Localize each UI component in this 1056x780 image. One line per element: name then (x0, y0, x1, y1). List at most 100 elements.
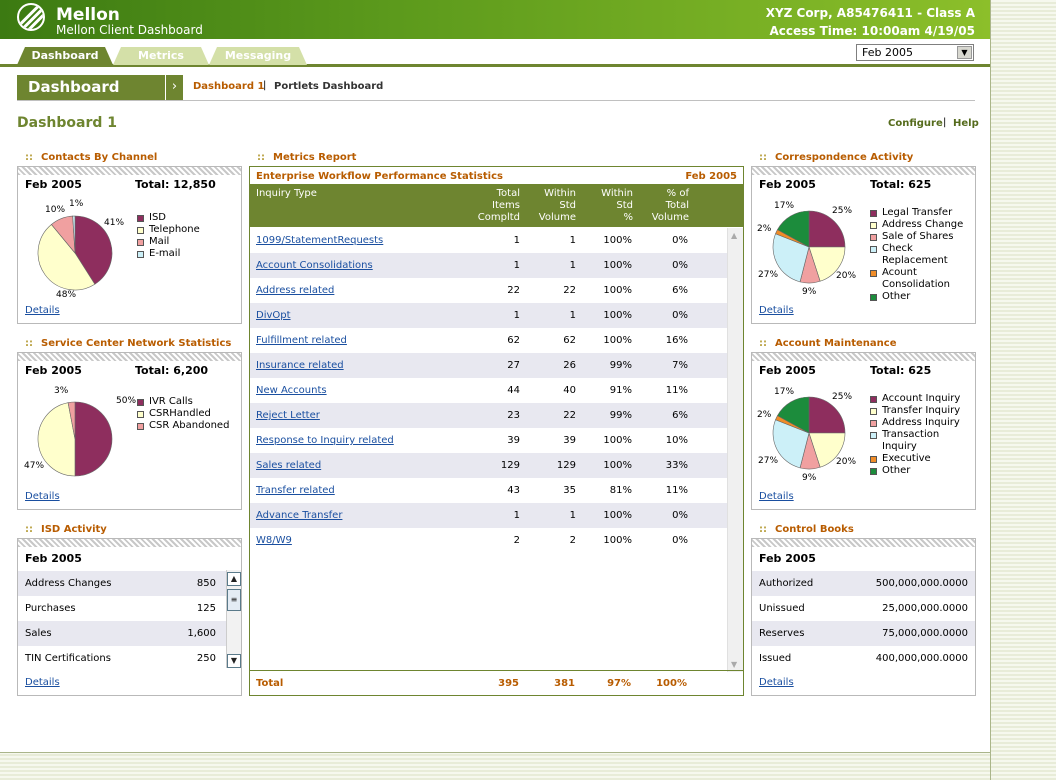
inquiry-type-link[interactable]: Reject Letter (256, 410, 320, 421)
cell-within: 1 (569, 310, 576, 321)
inquiry-type-link[interactable]: 1099/StatementRequests (256, 235, 384, 246)
cell-within: 35 (563, 485, 576, 496)
cell-within: 39 (563, 435, 576, 446)
inquiry-type-link[interactable]: Address related (256, 285, 335, 296)
legend-swatch (137, 215, 144, 222)
cell-pct-volume: 11% (665, 485, 688, 496)
service-details-link[interactable]: Details (25, 491, 60, 502)
pie-slice (772, 419, 810, 469)
list-item: Authorized 500,000,000.0000 (752, 571, 975, 596)
breadcrumb-dashboard-1[interactable]: Dashboard 1 (193, 81, 265, 92)
pie-slice (772, 233, 810, 283)
inquiry-type-link[interactable]: New Accounts (256, 385, 327, 396)
pct-label: 9% (802, 287, 817, 297)
inquiry-type-link[interactable]: Transfer related (256, 485, 335, 496)
maintenance-period: Feb 2005 (759, 364, 816, 377)
legend-label: Acount Consolidation (882, 267, 950, 290)
cell-within: 1 (569, 235, 576, 246)
contacts-details-link[interactable]: Details (25, 305, 60, 316)
help-link[interactable]: Help (953, 118, 979, 129)
legend-item: Acount Consolidation (870, 267, 970, 291)
correspondence-details-link[interactable]: Details (759, 305, 794, 316)
cell-within-pct: 100% (603, 510, 632, 521)
panel-hatch (752, 167, 975, 175)
isd-scrollbar[interactable]: ▲ ≡ ▼ (226, 570, 241, 668)
metrics-title: Enterprise Workflow Performance Statisti… (256, 171, 503, 182)
pct-label: 27% (758, 270, 779, 280)
metrics-table-header: Inquiry Type Total Items Compltd Within Std… (250, 184, 743, 227)
pie-slice (777, 210, 810, 248)
legend-label: Transfer Inquiry (882, 405, 961, 416)
inquiry-type-link[interactable]: Sales related (256, 460, 322, 471)
legend-label: Address Change (882, 219, 964, 230)
tab-metrics[interactable]: Metrics (113, 47, 209, 65)
inquiry-type-link[interactable]: Account Consolidations (256, 260, 373, 271)
inquiry-type-link[interactable]: Insurance related (256, 360, 344, 371)
chevron-right-icon[interactable]: › (165, 75, 183, 100)
panel-hatch (752, 539, 975, 547)
cell-total: 43 (507, 485, 520, 496)
scroll-thumb[interactable]: ≡ (227, 589, 241, 611)
inquiry-type-link[interactable]: Advance Transfer (256, 510, 343, 521)
isd-details-link[interactable]: Details (25, 677, 60, 688)
total-items: 395 (498, 678, 519, 689)
configure-link[interactable]: Configure (888, 118, 943, 129)
inquiry-type-link[interactable]: W8/W9 (256, 535, 292, 546)
cell-pct-volume: 6% (672, 410, 688, 421)
legend-item: Address Change (870, 219, 970, 231)
service-pie-chart (37, 401, 113, 477)
scroll-up-icon[interactable]: ▲ (227, 572, 241, 586)
metrics-portlet-title: Metrics Report (257, 152, 356, 163)
cell-total: 39 (507, 435, 520, 446)
breadcrumb-portlets-dashboard[interactable]: Portlets Dashboard (274, 81, 384, 92)
pct-label: 10% (45, 205, 66, 215)
legend-label: Check Replacement (882, 243, 948, 266)
cell-within-pct: 100% (603, 260, 632, 271)
legend-item: Legal Transfer (870, 207, 970, 219)
contacts-total: Total: 12,850 (135, 178, 216, 191)
access-time: Access Time: 10:00am 4/19/05 (769, 24, 975, 38)
total-pct-volume: 100% (656, 678, 687, 689)
correspondence-period: Feb 2005 (759, 178, 816, 191)
scroll-up-icon[interactable]: ▲ (731, 231, 738, 240)
tab-dashboard[interactable]: Dashboard (17, 47, 113, 65)
chevron-down-icon[interactable]: ▼ (957, 46, 972, 59)
maintenance-total: Total: 625 (870, 364, 932, 377)
period-select[interactable]: Feb 2005 ▼ (856, 44, 974, 61)
col-total-items: Total Items Compltd (477, 188, 520, 223)
legend-item: Sale of Shares (870, 231, 970, 243)
tab-messaging[interactable]: Messaging (209, 47, 307, 65)
table-row: Response to Inquiry related 39 39 100% 10% (250, 428, 727, 453)
legend-swatch (870, 294, 877, 301)
pie-slice (808, 246, 846, 282)
metrics-report-panel: Enterprise Workflow Performance Statisti… (249, 166, 744, 696)
inquiry-type-link[interactable]: Fulfillment related (256, 335, 347, 346)
table-row: Advance Transfer 1 1 100% 0% (250, 503, 727, 528)
cell-pct-volume: 0% (672, 260, 688, 271)
maintenance-details-link[interactable]: Details (759, 491, 794, 502)
cell-pct-volume: 0% (672, 510, 688, 521)
legend-swatch (137, 227, 144, 234)
brand-name: Mellon (56, 5, 120, 25)
table-row: Address related 22 22 100% 6% (250, 278, 727, 303)
legend-swatch (870, 270, 877, 277)
scroll-down-icon[interactable]: ▼ (227, 654, 241, 668)
metrics-scrollbar[interactable]: ▲ ▼ (727, 228, 743, 672)
legend-label: Mail (149, 236, 170, 247)
cell-within-pct: 100% (603, 335, 632, 346)
legend-label: Address Inquiry (882, 417, 960, 428)
cell-total: 1 (513, 260, 520, 271)
control-books-details-link[interactable]: Details (759, 677, 794, 688)
legend-swatch (870, 432, 877, 439)
page-title: Dashboard 1 (17, 115, 117, 131)
pie-slice (72, 215, 76, 254)
inquiry-type-link[interactable]: DivOpt (256, 310, 291, 321)
correspondence-panel: Feb 2005 Total: 625 25% 20% 9% 27% 2% 17… (751, 166, 976, 324)
inquiry-type-link[interactable]: Response to Inquiry related (256, 435, 394, 446)
col-within-std-volume: Within Std Volume (538, 188, 576, 223)
legend-label: E-mail (149, 248, 181, 259)
scroll-down-icon[interactable]: ▼ (731, 660, 738, 669)
cell-total: 22 (507, 285, 520, 296)
legend-swatch (870, 420, 877, 427)
isd-period: Feb 2005 (25, 552, 82, 565)
